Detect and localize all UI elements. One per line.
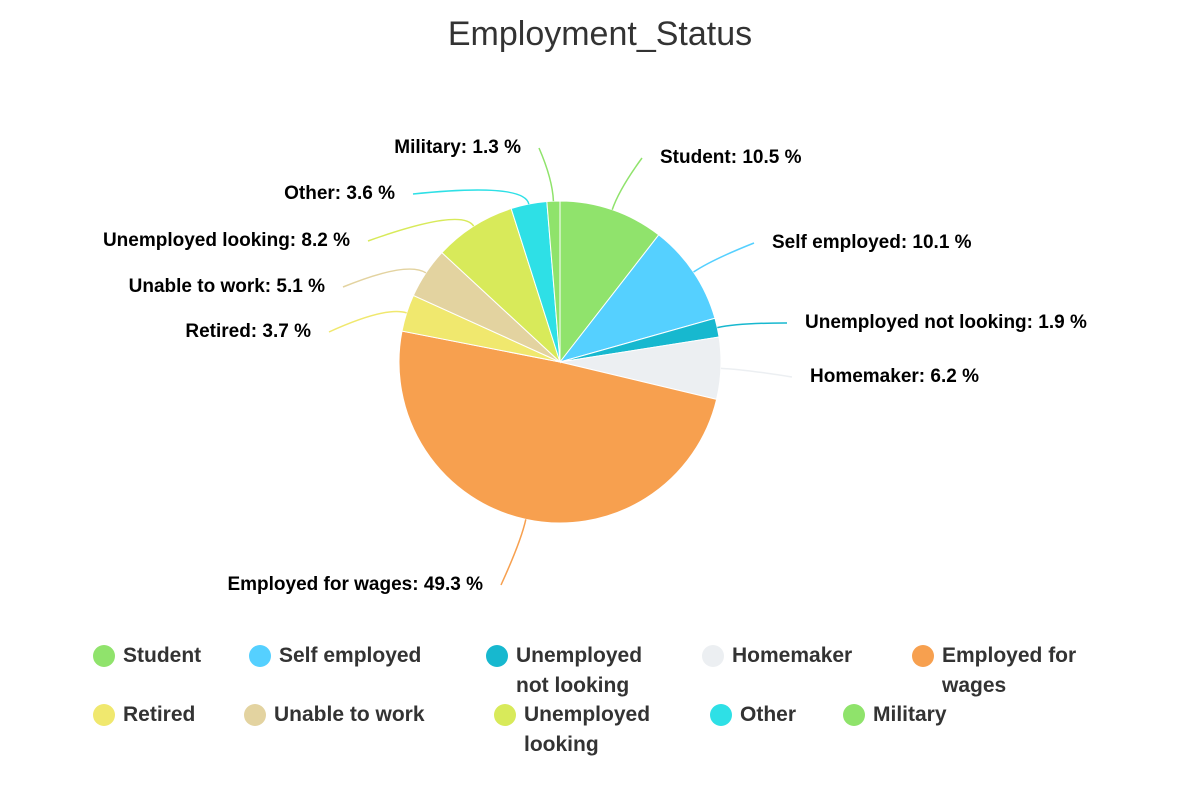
pie-slice (546, 200, 561, 363)
legend-label: Student (123, 644, 202, 667)
legend-symbol (486, 645, 508, 667)
legend-symbol (494, 704, 516, 726)
data-label: Homemaker: 6.2 % (810, 366, 979, 387)
legend-symbol (912, 645, 934, 667)
legend-item[interactable]: Unable to work (244, 700, 425, 730)
data-label: Retired: 3.7 % (185, 321, 311, 342)
connector (720, 367, 793, 378)
legend-label: Military (873, 703, 947, 726)
connector (611, 157, 643, 210)
legend-label: Unemployed not looking (516, 644, 643, 697)
legend-item[interactable]: Unemployed not looking (486, 641, 676, 701)
legend-label: Other (740, 703, 797, 726)
legend-symbol (843, 704, 865, 726)
legend-item[interactable]: Self employed (249, 641, 421, 671)
connector (717, 322, 788, 329)
connector (328, 310, 407, 333)
connector (342, 268, 427, 288)
legend-symbol (702, 645, 724, 667)
legend-symbol (710, 704, 732, 726)
data-label: Military: 1.3 % (394, 137, 521, 158)
data-label: Unable to work: 5.1 % (129, 276, 325, 297)
pie-slice (559, 200, 660, 364)
legend-symbol (93, 645, 115, 667)
legend-label: Employed for wages (942, 644, 1077, 697)
data-label: Other: 3.6 % (284, 183, 395, 204)
legend-label: Unable to work (274, 703, 425, 726)
data-label: Employed for wages: 49.3 % (227, 574, 483, 595)
chart-title: Employment_Status (448, 15, 752, 53)
legend-item[interactable]: Homemaker (702, 641, 852, 671)
data-label: Unemployed not looking: 1.9 % (805, 312, 1087, 333)
connector (500, 519, 527, 586)
legend-item[interactable]: Other (710, 700, 796, 730)
legend-item[interactable]: Unemployed looking (494, 700, 694, 760)
connector (693, 242, 755, 273)
legend-symbol (244, 704, 266, 726)
legend-label: Retired (123, 703, 196, 726)
legend-item[interactable]: Student (93, 641, 201, 671)
legend-item[interactable]: Military (843, 700, 947, 730)
legend-item[interactable]: Employed for wages (912, 641, 1122, 701)
connector (412, 189, 530, 205)
legend-symbol (93, 704, 115, 726)
data-label: Unemployed looking: 8.2 % (103, 230, 350, 251)
data-label: Self employed: 10.1 % (772, 232, 972, 253)
legend-label: Unemployed looking (524, 703, 651, 756)
legend-item[interactable]: Retired (93, 700, 195, 730)
connector (538, 147, 555, 202)
connector (367, 218, 475, 242)
legend-symbol (249, 645, 271, 667)
legend-label: Homemaker (732, 644, 853, 667)
pie-slice (398, 330, 718, 524)
legend-label: Self employed (279, 644, 422, 667)
data-label: Student: 10.5 % (660, 147, 802, 168)
